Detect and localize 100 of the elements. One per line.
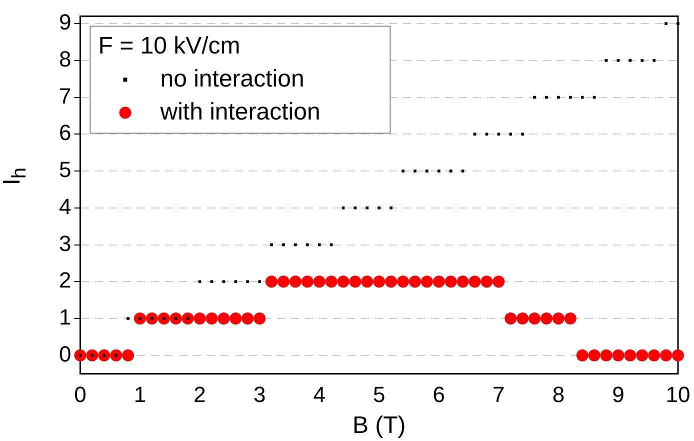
- point: [600, 349, 612, 362]
- point: [390, 206, 392, 210]
- point: [86, 349, 98, 362]
- y-tick-label: 6: [58, 120, 72, 146]
- x-tick-label: 5: [372, 382, 386, 408]
- point: [198, 280, 202, 284]
- point: [402, 170, 404, 172]
- point: [342, 206, 345, 210]
- point: [318, 243, 321, 246]
- point: [110, 349, 122, 362]
- point: [604, 59, 608, 62]
- point: [557, 96, 560, 99]
- point: [456, 276, 469, 288]
- point: [449, 170, 452, 172]
- point: [258, 280, 261, 284]
- point: [325, 276, 338, 288]
- point: [426, 170, 428, 172]
- y-tick-label: 5: [58, 157, 72, 182]
- point: [414, 170, 416, 172]
- point: [289, 276, 302, 288]
- point: [146, 312, 158, 324]
- point: [616, 59, 620, 62]
- point: [564, 312, 576, 324]
- y-tick-label: 0: [58, 341, 72, 366]
- point: [378, 206, 381, 210]
- point: [576, 349, 588, 362]
- point: [516, 312, 529, 324]
- point: [206, 312, 218, 324]
- point: [294, 243, 297, 246]
- point: [222, 280, 226, 284]
- point: [242, 312, 254, 324]
- x-tick-label: 4: [313, 382, 326, 408]
- point: [624, 349, 636, 362]
- point: [521, 132, 524, 136]
- point: [660, 349, 672, 362]
- point: [282, 243, 285, 246]
- point: [640, 59, 644, 62]
- legend-title: F = 10 kV/cm: [98, 32, 240, 60]
- point: [552, 312, 564, 324]
- point: [270, 243, 273, 246]
- point: [461, 170, 464, 172]
- point: [628, 59, 632, 62]
- x-tick-label: 10: [666, 382, 690, 408]
- y-tick-label: 7: [58, 83, 72, 108]
- point: [504, 312, 517, 324]
- point: [126, 317, 130, 320]
- point: [672, 349, 684, 362]
- point: [408, 276, 421, 288]
- point: [580, 96, 584, 99]
- point: [612, 349, 624, 362]
- point: [122, 349, 134, 362]
- y-tick-label: 8: [58, 46, 72, 72]
- point: [349, 276, 362, 288]
- y-tick-label: 9: [58, 10, 72, 35]
- y-tick-label: 3: [58, 230, 72, 256]
- point: [648, 349, 660, 362]
- point: [170, 312, 182, 324]
- point: [432, 276, 445, 288]
- x-axis-title: B (T): [352, 412, 406, 440]
- point: [588, 349, 600, 362]
- point: [354, 206, 357, 210]
- x-tick-label: 7: [492, 382, 505, 408]
- point: [366, 206, 369, 210]
- point: [194, 312, 206, 324]
- point: [266, 276, 278, 288]
- point: [420, 276, 433, 288]
- point: [218, 312, 230, 324]
- y-tick-label: 1: [58, 304, 72, 330]
- point: [636, 349, 648, 362]
- point: [397, 276, 410, 288]
- point: [158, 312, 170, 324]
- point: [533, 96, 536, 99]
- legend-label: with interaction: [159, 98, 320, 126]
- point: [306, 243, 309, 246]
- point: [74, 349, 86, 362]
- point: [254, 312, 266, 324]
- point: [385, 276, 398, 288]
- point: [182, 312, 194, 324]
- y-tick-label: 2: [58, 268, 72, 293]
- x-tick-label: 2: [194, 382, 206, 408]
- point: [337, 276, 350, 288]
- point: [528, 312, 541, 324]
- point: [664, 22, 668, 25]
- legend-label: no interaction: [160, 65, 304, 92]
- point: [361, 276, 374, 288]
- point: [509, 132, 512, 136]
- point: [540, 312, 552, 324]
- point: [301, 276, 314, 288]
- point: [437, 170, 440, 172]
- x-tick-label: 3: [253, 382, 266, 408]
- x-tick-label: 6: [432, 382, 446, 408]
- point: [444, 276, 457, 288]
- y-tick-label: 4: [58, 194, 72, 219]
- point: [468, 276, 481, 288]
- point: [373, 276, 386, 288]
- point: [210, 280, 214, 284]
- point: [246, 280, 250, 284]
- x-tick-label: 9: [612, 382, 624, 408]
- point: [652, 59, 656, 62]
- point: [313, 276, 326, 288]
